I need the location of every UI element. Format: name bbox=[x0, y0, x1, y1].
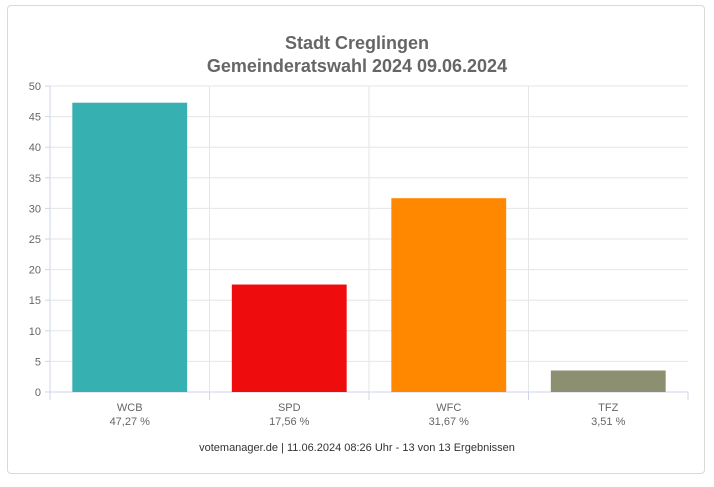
y-tick-label: 40 bbox=[29, 142, 41, 154]
y-tick-label: 25 bbox=[29, 234, 41, 246]
bar-spd bbox=[231, 284, 347, 392]
bar-wcb bbox=[72, 102, 188, 392]
x-value-label: 31,67 % bbox=[429, 416, 470, 428]
y-tick-label: 10 bbox=[29, 326, 41, 338]
x-value-label: 47,27 % bbox=[110, 416, 151, 428]
x-tick-label: SPD bbox=[278, 402, 301, 414]
chart-subtitle: Gemeinderatswahl 2024 09.06.2024 bbox=[206, 56, 508, 76]
y-tick-label: 0 bbox=[35, 387, 41, 399]
y-tick-label: 45 bbox=[29, 112, 41, 124]
y-tick-label: 35 bbox=[29, 173, 41, 185]
x-tick-label: WFC bbox=[436, 402, 461, 414]
chart-title: Stadt Creglingen bbox=[284, 33, 429, 53]
y-tick-label: 5 bbox=[35, 356, 41, 368]
x-tick-label: TFZ bbox=[598, 402, 618, 414]
x-tick-label: WCB bbox=[117, 402, 143, 414]
y-tick-label: 20 bbox=[29, 265, 41, 277]
y-tick-label: 15 bbox=[29, 295, 41, 307]
y-tick-label: 50 bbox=[29, 81, 41, 93]
y-tick-label: 30 bbox=[29, 203, 41, 215]
bar-tfz bbox=[550, 370, 666, 392]
x-value-label: 3,51 % bbox=[591, 416, 625, 428]
x-value-label: 17,56 % bbox=[269, 416, 310, 428]
bar-wfc bbox=[391, 198, 507, 392]
chart-footer: votemanager.de | 11.06.2024 08:26 Uhr - … bbox=[199, 442, 515, 454]
